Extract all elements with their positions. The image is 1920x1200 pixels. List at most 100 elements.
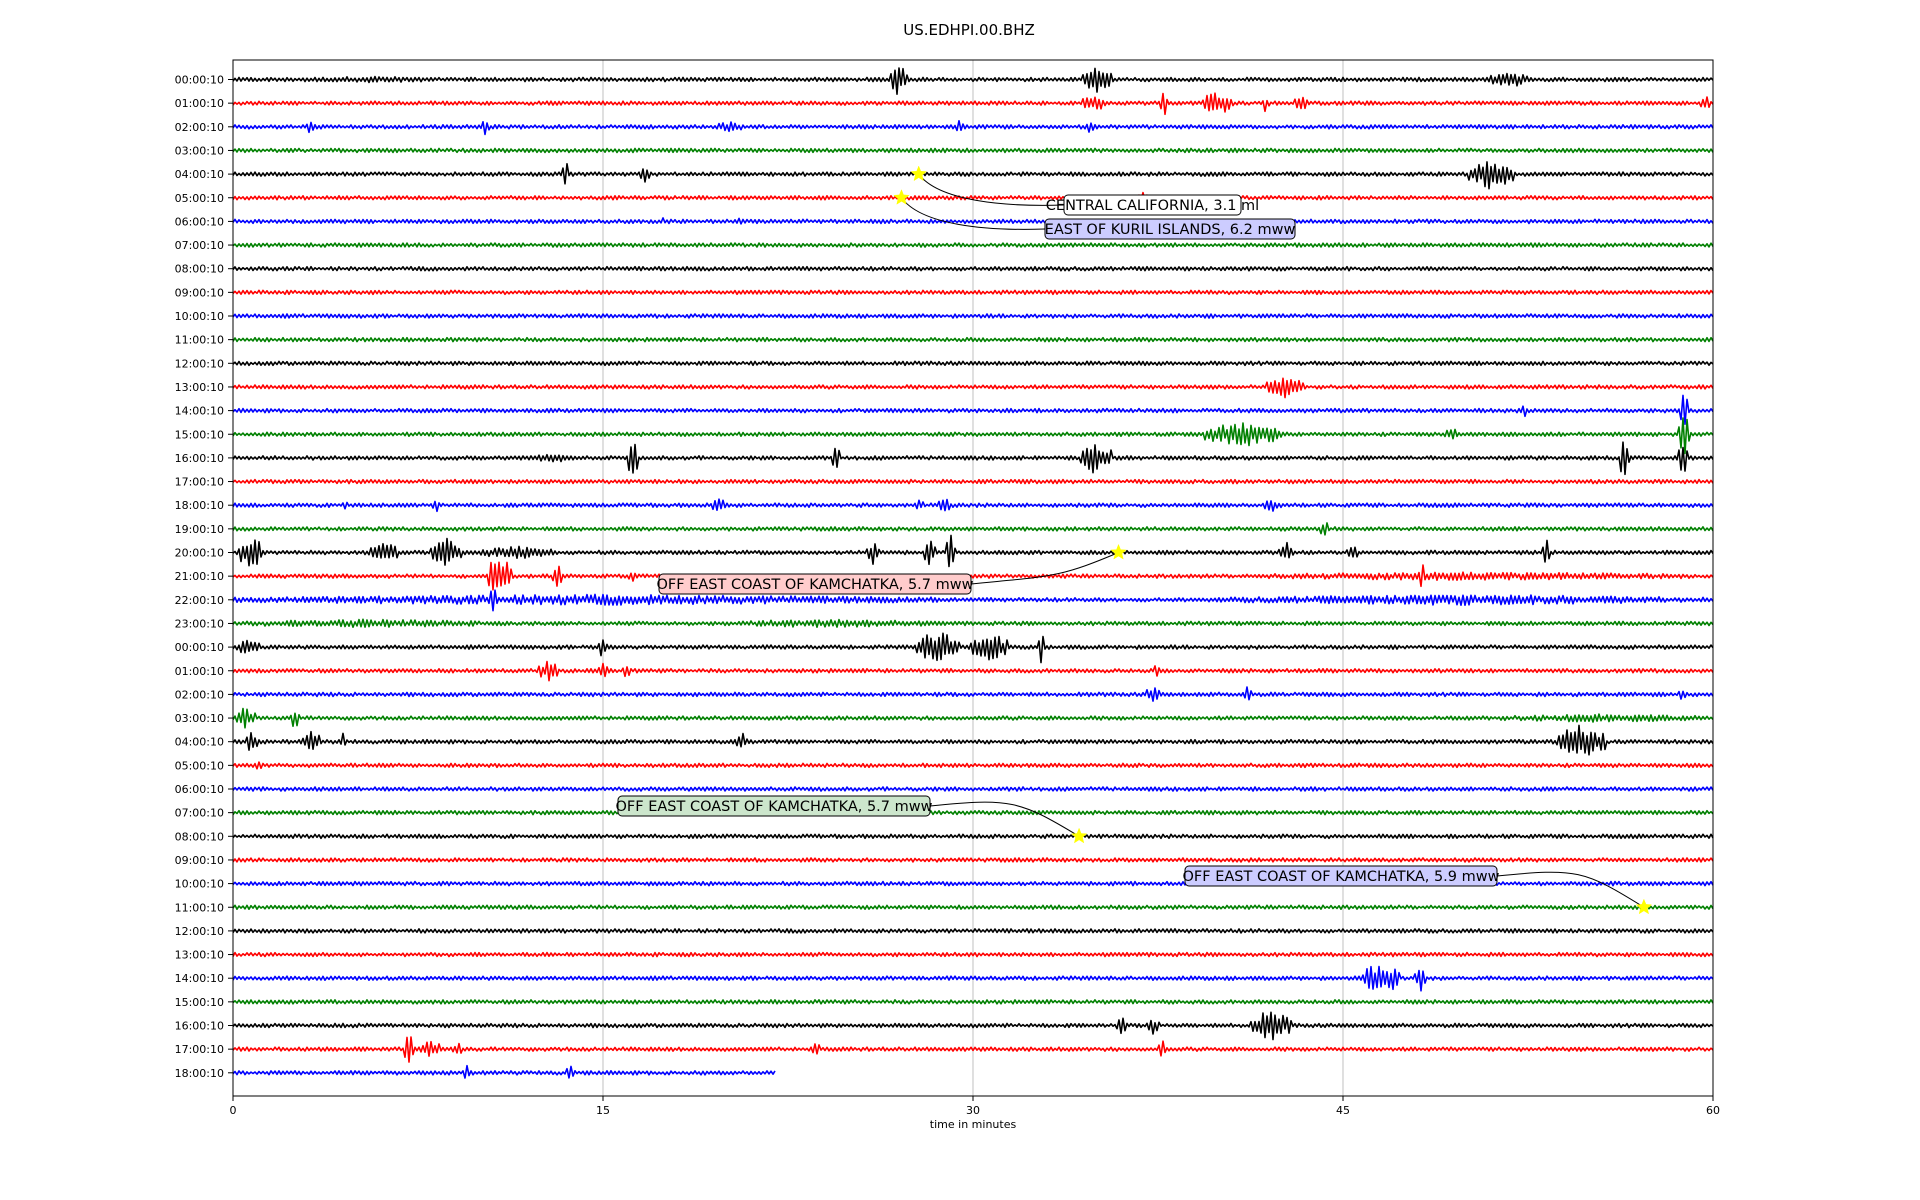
x-tick-label: 15 (596, 1104, 610, 1117)
row-label: 13:00:10 (175, 949, 224, 962)
trace-line (232, 618, 1714, 628)
trace-line (232, 928, 1714, 934)
trace-line (232, 965, 1714, 992)
trace-line (232, 724, 1714, 756)
trace-line (232, 313, 1714, 319)
row-label: 08:00:10 (175, 830, 224, 843)
x-axis-label: time in minutes (930, 1118, 1017, 1131)
event-star-marker (1070, 827, 1088, 844)
trace-line (232, 242, 1714, 248)
row-label: 18:00:10 (175, 1067, 224, 1080)
row-label: 03:00:10 (175, 712, 224, 725)
x-tick-label: 45 (1336, 1104, 1350, 1117)
row-label: 06:00:10 (175, 783, 224, 796)
trace-line (232, 191, 1714, 202)
row-label: 23:00:10 (175, 617, 224, 630)
trace-line (232, 498, 1714, 513)
row-label: 10:00:10 (175, 310, 224, 323)
trace-line (232, 786, 1714, 792)
row-label: 11:00:10 (175, 901, 224, 914)
trace-line (232, 265, 1714, 272)
row-label: 12:00:10 (175, 357, 224, 370)
row-label: 17:00:10 (175, 476, 224, 489)
x-axis: 0 15 30 45 60 (230, 1096, 1720, 1117)
trace-line (232, 441, 1714, 476)
row-label: 12:00:10 (175, 925, 224, 938)
trace-line (232, 289, 1714, 296)
trace-line (232, 1011, 1714, 1041)
event-label-box (1044, 218, 1296, 240)
row-label: 10:00:10 (175, 878, 224, 891)
row-label: 06:00:10 (175, 215, 224, 228)
row-labels: 00:00:10 01:00:10 02:00:10 03:00:10 04:00:10… (175, 74, 233, 1080)
event-label: OFF EAST COAST OF KAMCHATKA, 5.7 mww (657, 577, 974, 593)
row-label: 21:00:10 (175, 570, 224, 583)
x-tick-label: 30 (966, 1104, 980, 1117)
row-label: 18:00:10 (175, 499, 224, 512)
trace-line (232, 686, 1714, 702)
trace-line (232, 161, 1714, 190)
row-label: 15:00:10 (175, 428, 224, 441)
trace-line (232, 534, 1714, 568)
row-label: 16:00:10 (175, 1020, 224, 1033)
row-label: 15:00:10 (175, 996, 224, 1009)
annotation-connector (929, 801, 1080, 837)
trace-line (232, 660, 1714, 682)
trace-line (232, 417, 1714, 455)
trace-line (232, 904, 1714, 910)
row-label: 00:00:10 (175, 74, 224, 87)
trace-line (232, 833, 1714, 840)
chart-title: US.EDHPI.00.BHZ (903, 21, 1035, 39)
row-label: 05:00:10 (175, 192, 224, 205)
row-label: 13:00:10 (175, 381, 224, 394)
row-label: 02:00:10 (175, 688, 224, 701)
trace-line (232, 147, 1714, 154)
event-label: OFF EAST COAST OF KAMCHATKA, 5.7 mww (616, 799, 933, 815)
row-label: 00:00:10 (175, 641, 224, 654)
row-label: 05:00:10 (175, 759, 224, 772)
trace-line (232, 336, 1714, 343)
event-label: OFF EAST COAST OF KAMCHATKA, 5.9 mww (1183, 869, 1500, 885)
trace-line (232, 522, 1714, 536)
event-label: EAST OF KURIL ISLANDS, 6.2 mww (1045, 222, 1296, 238)
trace-line (232, 761, 1714, 770)
x-tick-label: 60 (1706, 1104, 1720, 1117)
trace-line (232, 707, 1714, 729)
annotation-connector (1496, 871, 1645, 908)
row-label: 02:00:10 (175, 121, 224, 134)
row-label: 14:00:10 (175, 405, 224, 418)
row-label: 09:00:10 (175, 286, 224, 299)
event-star-marker (893, 189, 910, 205)
traces (232, 67, 1714, 1079)
trace-line (232, 857, 1714, 863)
event-star-marker (910, 165, 927, 182)
trace-line (232, 360, 1714, 367)
trace-line (232, 951, 1714, 958)
event-label: CENTRAL CALIFORNIA, 3.1 ml (1046, 198, 1259, 214)
annotation-connector (970, 552, 1119, 585)
row-label: 14:00:10 (175, 972, 224, 985)
trace-line (232, 67, 1714, 95)
trace-line (232, 809, 1714, 816)
row-label: 03:00:10 (175, 144, 224, 157)
row-label: 07:00:10 (175, 239, 224, 252)
trace-line (232, 478, 1714, 485)
trace-line (232, 92, 1714, 116)
event-annotations: CENTRAL CALIFORNIA, 3.1 ml EAST OF KURIL … (616, 165, 1653, 915)
event-label-box (617, 795, 931, 817)
trace-line (232, 561, 1714, 591)
trace-line (232, 120, 1714, 136)
annotation-connector (901, 197, 1046, 230)
row-label: 01:00:10 (175, 665, 224, 678)
trace-line (232, 377, 1714, 399)
row-label: 09:00:10 (175, 854, 224, 867)
row-label: 11:00:10 (175, 334, 224, 347)
row-label: 04:00:10 (175, 168, 224, 181)
annotation-connector (918, 173, 1065, 206)
x-tick-label: 0 (230, 1104, 237, 1117)
row-label: 22:00:10 (175, 594, 224, 607)
trace-line (232, 589, 1714, 612)
trace-line (232, 632, 1714, 664)
row-label: 16:00:10 (175, 452, 224, 465)
